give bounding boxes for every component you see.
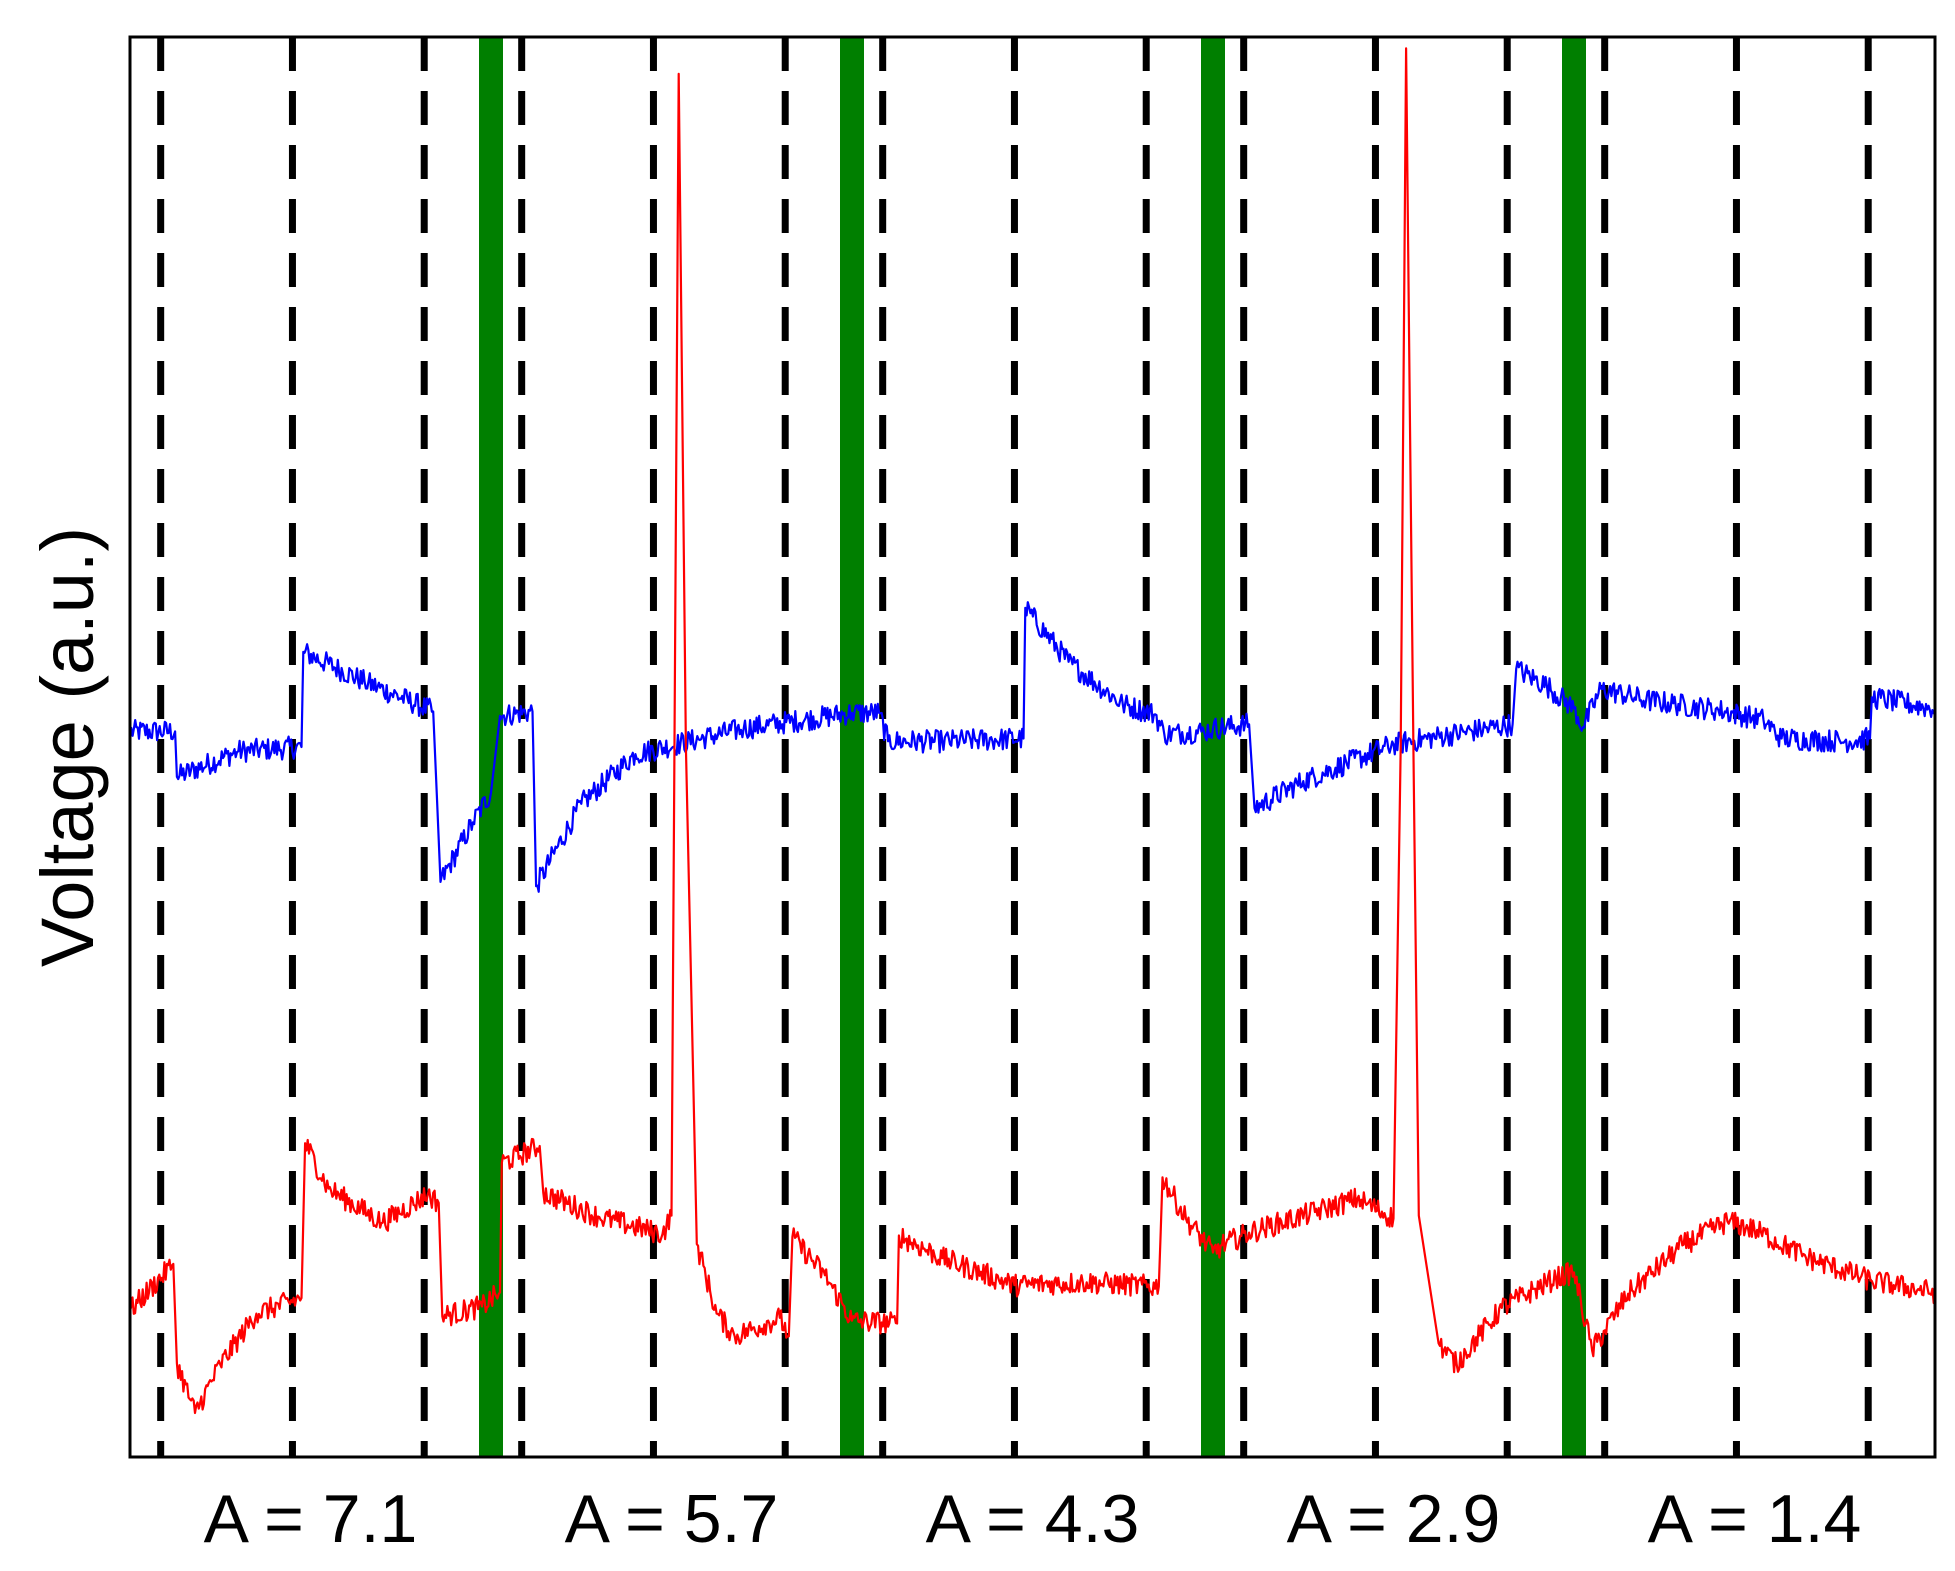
plot-frame — [128, 35, 1937, 1459]
green-boundaries — [479, 37, 1586, 1457]
segment-label: A = 2.9 — [1287, 1481, 1501, 1557]
boundary-bar — [840, 37, 864, 1457]
segment-labels: A = 7.1 A = 5.7 A = 4.3 A = 2.9 A = 1.4 — [204, 1481, 1862, 1557]
series-line-blue — [128, 601, 1937, 893]
series-line-red — [128, 47, 1937, 1415]
segment-label: A = 4.3 — [926, 1481, 1140, 1557]
segment-label: A = 5.7 — [565, 1481, 779, 1557]
dashed-markers — [157, 37, 1872, 1457]
segment-label: A = 7.1 — [204, 1481, 418, 1557]
segment-label: A = 1.4 — [1648, 1481, 1862, 1557]
boundary-bar — [1562, 37, 1586, 1457]
series-group — [128, 47, 1937, 1415]
boundary-bar — [479, 37, 503, 1457]
y-axis-label: Voltage (a.u.) — [26, 527, 109, 967]
boundary-bar — [1201, 37, 1225, 1457]
